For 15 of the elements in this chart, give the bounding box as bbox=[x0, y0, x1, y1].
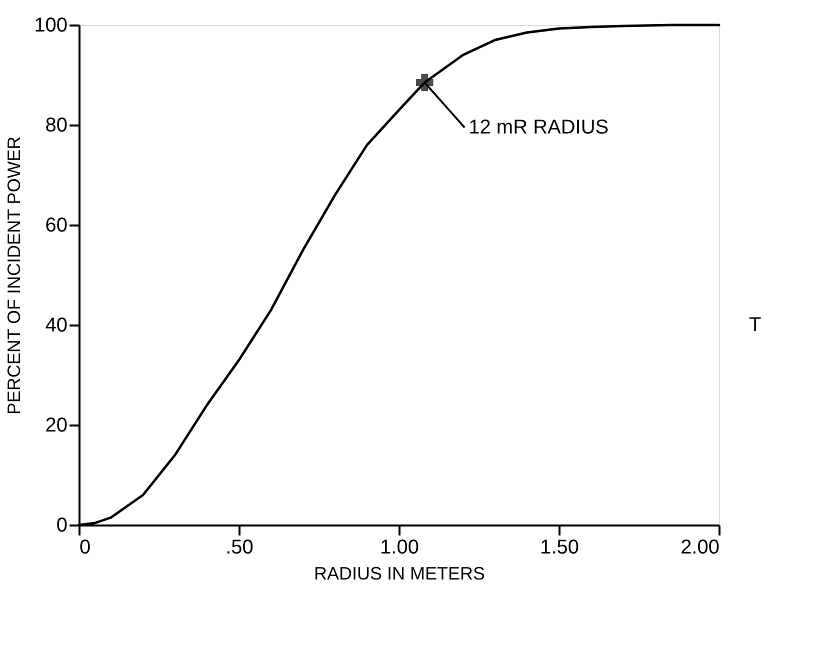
text: T bbox=[749, 314, 762, 336]
y-tick-label: 40 bbox=[45, 314, 68, 336]
y-tick-label: 80 bbox=[45, 114, 68, 136]
x-axis-title: RADIUS IN METERS bbox=[314, 564, 486, 584]
y-tick-label: 0 bbox=[56, 514, 68, 536]
y-tick-label: 100 bbox=[34, 14, 68, 36]
x-tick-label: 1.50 bbox=[540, 536, 579, 558]
x-tick-label: 1.00 bbox=[380, 536, 419, 558]
y-tick-label: 20 bbox=[45, 414, 68, 436]
x-tick-label: .50 bbox=[226, 536, 254, 558]
annotation: 12 mR RADIUS bbox=[468, 116, 609, 138]
y-tick-label: 60 bbox=[45, 214, 68, 236]
x-tick-label: 0 bbox=[80, 536, 91, 558]
y-axis-title: PERCENT OF INCIDENT POWER bbox=[4, 136, 24, 415]
x-tick-label: 2.00 bbox=[680, 536, 720, 558]
